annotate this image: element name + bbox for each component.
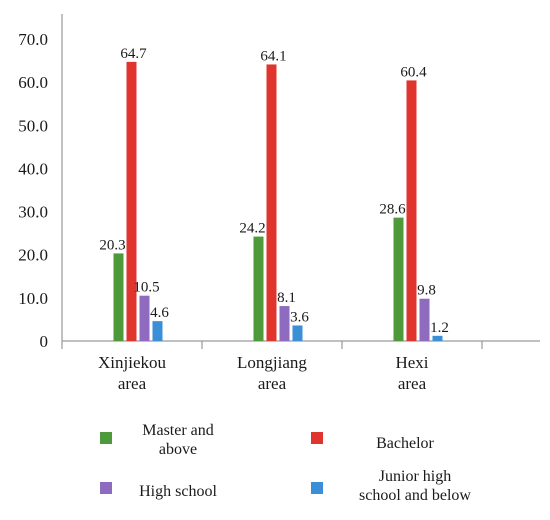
y-tick-label: 0: [40, 332, 49, 351]
legend-label: Bachelor: [376, 435, 434, 452]
data-label: 64.1: [260, 48, 286, 64]
legend-swatch: [100, 482, 112, 494]
bar-master-and-above: [393, 217, 404, 341]
chart-bars: [113, 61, 443, 341]
y-tick-label: 20.0: [18, 246, 48, 265]
bar-high-school: [279, 306, 290, 341]
legend-label-line: Junior high: [379, 468, 451, 485]
bar-junior-high-school-and-below: [292, 325, 303, 341]
y-tick-label: 10.0: [18, 289, 48, 308]
legend-swatch: [311, 482, 323, 494]
bar-junior-high-school-and-below: [432, 335, 443, 341]
x-category-label: Hexi area: [395, 353, 428, 393]
data-label: 1.2: [430, 320, 449, 336]
y-tick-label: 50.0: [18, 116, 48, 135]
data-label: 4.6: [150, 305, 169, 321]
data-label: 60.4: [400, 64, 427, 80]
x-category-label-line: area: [118, 374, 147, 393]
data-label: 24.2: [239, 221, 265, 237]
bar-bachelor: [126, 61, 137, 341]
bar-bachelor: [266, 64, 277, 341]
chart-data-labels: 20.3 64.7 10.5 4.6 24.2 64.1 8.1 3.6 28.6 60.4 9.8…: [99, 46, 449, 336]
x-category-label-line: Hexi: [395, 353, 428, 372]
bar-junior-high-school-and-below: [152, 321, 163, 341]
x-category-label-line: Xinjiekou: [98, 353, 166, 372]
bar-bachelor: [406, 80, 417, 341]
bar-high-school: [139, 295, 150, 341]
legend-swatch: [311, 432, 323, 444]
data-label: 28.6: [379, 202, 406, 218]
data-label: 3.6: [290, 309, 309, 325]
legend-label-line: Master and: [142, 422, 214, 439]
y-tick-label: 40.0: [18, 159, 48, 178]
chart-axes: 0 10.0 20.0 30.0 40.0 50.0 60.0 70.0 Xinjiekou ar…: [18, 14, 540, 393]
legend-label: Master and above: [142, 422, 214, 458]
x-category-label-line: area: [258, 374, 287, 393]
y-tick-label: 60.0: [18, 73, 48, 92]
data-label: 10.5: [133, 280, 159, 296]
legend-swatch: [100, 432, 112, 444]
bar-high-school: [419, 298, 430, 341]
legend-label-line: above: [159, 441, 197, 458]
x-category-label: Longjiang area: [237, 353, 307, 393]
x-category-label-line: Longjiang: [237, 353, 307, 372]
data-label: 9.8: [417, 283, 436, 299]
data-label: 8.1: [277, 290, 296, 306]
y-tick-label: 70.0: [18, 30, 48, 49]
y-tick-label: 30.0: [18, 203, 48, 222]
chart-legend: Master and above Bachelor High school Junior…: [100, 422, 471, 504]
bar-master-and-above: [253, 236, 264, 341]
legend-label-line: school and below: [359, 487, 471, 504]
data-label: 64.7: [120, 46, 147, 62]
legend-label-line: Bachelor: [376, 435, 434, 452]
x-category-label-line: area: [398, 374, 427, 393]
data-label: 20.3: [99, 237, 125, 253]
bar-master-and-above: [113, 253, 124, 341]
legend-label: Junior high school and below: [359, 468, 471, 504]
legend-label: High school: [139, 483, 217, 500]
x-category-label: Xinjiekou area: [98, 353, 166, 393]
legend-label-line: High school: [139, 483, 217, 500]
